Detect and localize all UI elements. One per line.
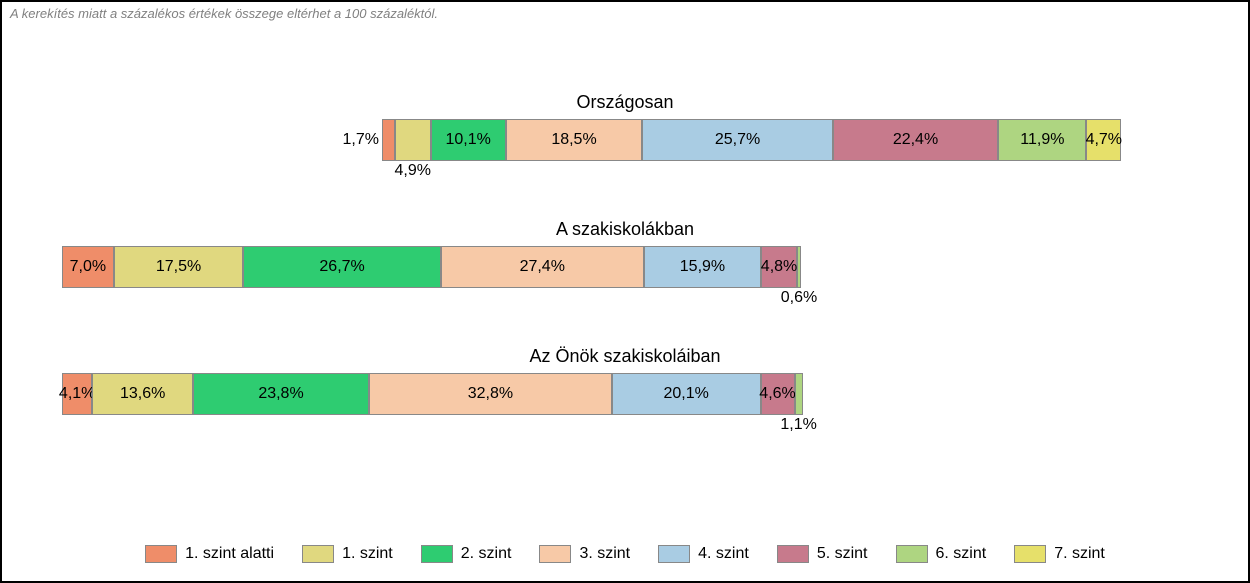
bar-title: Országosan <box>2 92 1248 113</box>
bar-segment: 20,1% <box>612 373 761 415</box>
chart-container: A kerekítés miatt a százalékos értékek ö… <box>0 0 1250 583</box>
rounding-note: A kerekítés miatt a százalékos értékek ö… <box>10 6 438 21</box>
segment-label: 13,6% <box>120 385 165 403</box>
legend: 1. szint alatti 1. szint 2. szint 3. szint 4… <box>2 545 1248 563</box>
segment-label: 0,6% <box>781 289 817 307</box>
legend-swatch <box>1014 545 1046 563</box>
legend-label: 1. szint alatti <box>185 545 274 563</box>
segment-label: 25,7% <box>715 131 760 149</box>
legend-item: 1. szint alatti <box>145 545 274 563</box>
bar-segment: 25,7% <box>642 119 832 161</box>
segment-label: 17,5% <box>156 258 201 276</box>
legend-item: 4. szint <box>658 545 749 563</box>
segment-label: 1,7% <box>343 131 379 149</box>
segment-label: 20,1% <box>663 385 708 403</box>
legend-item: 1. szint <box>302 545 393 563</box>
bar-segment: 4,7% <box>1086 119 1121 161</box>
bar-group: A szakiskolákban 7,0% 17,5% 26,7% 27,4% 15,9%… <box>2 219 1248 304</box>
bar-segment: 13,6% <box>92 373 193 415</box>
legend-label: 5. szint <box>817 545 868 563</box>
bar-segment: 23,8% <box>193 373 369 415</box>
segment-label: 27,4% <box>520 258 565 276</box>
bar-segment: 11,9% <box>998 119 1086 161</box>
bar-row: 1,7%4,9%10,1%18,5%25,7%22,4%11,9%4,7% <box>2 119 1248 177</box>
bar-segment: 18,5% <box>506 119 643 161</box>
segment-label: 1,1% <box>780 416 816 434</box>
legend-label: 2. szint <box>461 545 512 563</box>
legend-label: 7. szint <box>1054 545 1105 563</box>
bar-title: Az Önök szakiskoláiban <box>2 346 1248 367</box>
legend-label: 3. szint <box>579 545 630 563</box>
stacked-bar: 4,1% 13,6% 23,8% 32,8% 20,1% 4,6%1,1% <box>62 373 803 415</box>
legend-label: 6. szint <box>936 545 987 563</box>
stacked-bar: 7,0% 17,5% 26,7% 27,4% 15,9% 4,8%0,6% <box>62 246 801 288</box>
legend-label: 4. szint <box>698 545 749 563</box>
legend-swatch <box>777 545 809 563</box>
segment-label: 4,1% <box>59 385 95 403</box>
legend-item: 6. szint <box>896 545 987 563</box>
segment-label: 4,7% <box>1086 131 1122 149</box>
segment-label: 4,9% <box>394 162 430 180</box>
segment-label: 4,8% <box>761 258 797 276</box>
legend-swatch <box>658 545 690 563</box>
bar-row: 4,1%13,6%23,8%32,8%20,1%4,6%1,1% <box>2 373 1248 431</box>
bar-segment: 7,0% <box>62 246 114 288</box>
bar-row: 7,0%17,5%26,7%27,4%15,9%4,8%0,6% <box>2 246 1248 304</box>
bar-segment: 1,1% <box>795 373 803 415</box>
bar-segment: 27,4% <box>441 246 644 288</box>
legend-swatch <box>896 545 928 563</box>
bar-segment: 10,1% <box>431 119 506 161</box>
bar-segment: 4,8% <box>761 246 797 288</box>
segment-label: 23,8% <box>258 385 303 403</box>
legend-item: 5. szint <box>777 545 868 563</box>
bar-segment: 26,7% <box>243 246 441 288</box>
legend-swatch <box>145 545 177 563</box>
segment-label: 11,9% <box>1020 131 1064 149</box>
bar-segment: 22,4% <box>833 119 999 161</box>
bar-title: A szakiskolákban <box>2 219 1248 240</box>
segment-label: 7,0% <box>70 258 106 276</box>
bar-segment: 4,6% <box>761 373 795 415</box>
bar-segment: 1,7% <box>382 119 395 161</box>
legend-swatch <box>421 545 453 563</box>
segment-label: 26,7% <box>319 258 364 276</box>
legend-item: 7. szint <box>1014 545 1105 563</box>
bar-group: Az Önök szakiskoláiban 4,1% 13,6% 23,8% 32,8… <box>2 346 1248 431</box>
bar-segment: 4,1% <box>62 373 92 415</box>
legend-label: 1. szint <box>342 545 393 563</box>
bar-group: Országosan1,7%4,9%10,1%18,5%25,7%22,4%11… <box>2 92 1248 177</box>
legend-swatch <box>302 545 334 563</box>
legend-item: 3. szint <box>539 545 630 563</box>
segment-label: 15,9% <box>680 258 725 276</box>
bar-segment: 17,5% <box>114 246 244 288</box>
segment-label: 32,8% <box>468 385 513 403</box>
segment-label: 22,4% <box>893 131 938 149</box>
legend-item: 2. szint <box>421 545 512 563</box>
bar-segment: 32,8% <box>369 373 612 415</box>
bars-area: Országosan1,7%4,9%10,1%18,5%25,7%22,4%11… <box>2 92 1248 473</box>
segment-label: 10,1% <box>446 131 491 149</box>
bar-segment: 0,6% <box>797 246 801 288</box>
bar-segment: 4,9% <box>395 119 431 161</box>
segment-label: 4,6% <box>759 385 795 403</box>
segment-label: 18,5% <box>551 131 596 149</box>
bar-segment: 15,9% <box>644 246 762 288</box>
legend-swatch <box>539 545 571 563</box>
stacked-bar: 1,7%4,9% 10,1% 18,5% 25,7% 22,4% 11,9% 4,7% <box>382 119 1121 161</box>
